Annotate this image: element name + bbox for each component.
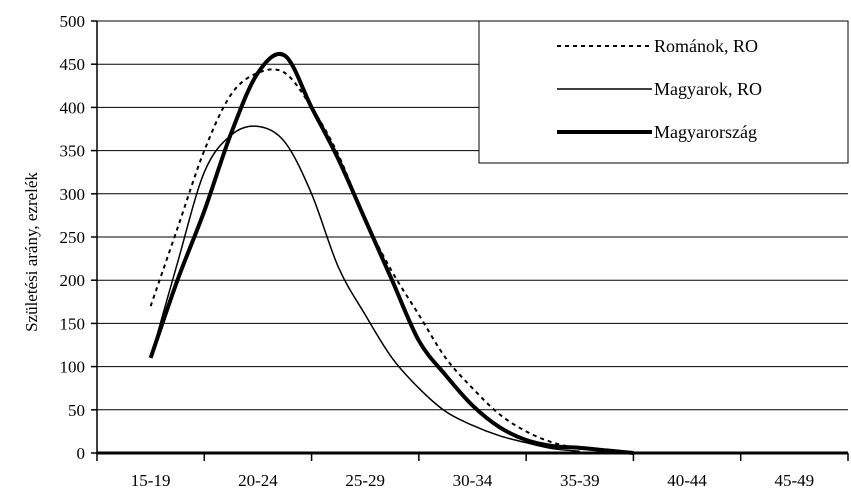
- series-line-2: [148, 52, 634, 455]
- y-tick-label-1: 50: [68, 401, 85, 420]
- legend-label-1: Magyarok, RO: [654, 79, 762, 99]
- legend: Románok, RO Magyarok, RO Magyarország: [478, 20, 849, 164]
- y-tick-label-3: 150: [60, 314, 86, 333]
- x-tick-label-5: 40-44: [667, 471, 707, 490]
- x-tick-labels: 15-19 20-24 25-29 30-34 35-39 40-44 45-49: [131, 471, 814, 490]
- x-tick-label-3: 30-34: [453, 471, 493, 490]
- x-tick-label-0: 15-19: [131, 471, 171, 490]
- legend-label-2: Magyarország: [654, 122, 757, 142]
- x-tick-label-1: 20-24: [238, 471, 278, 490]
- y-tick-label-10: 500: [60, 12, 86, 31]
- y-tick-label-0: 0: [77, 444, 86, 463]
- y-tick-label-6: 300: [60, 185, 86, 204]
- legend-label-0: Románok, RO: [654, 36, 758, 56]
- x-tick-label-6: 45-49: [775, 471, 815, 490]
- y-tick-label-2: 100: [60, 358, 86, 377]
- y-tick-labels: 0 50 100 150 200 250 300 350 400 450 500: [60, 12, 86, 463]
- series-line-0: [149, 68, 581, 450]
- y-tick-label-7: 350: [60, 142, 86, 161]
- y-tick-label-4: 200: [60, 271, 86, 290]
- x-tick-label-2: 25-29: [345, 471, 385, 490]
- series-line-1: [149, 125, 580, 453]
- x-tick-label-4: 35-39: [560, 471, 600, 490]
- y-tick-label-9: 450: [60, 55, 86, 74]
- legend-box: [478, 20, 849, 164]
- y-tick-label-8: 400: [60, 98, 86, 117]
- axes: [91, 20, 849, 461]
- series-lines: [148, 52, 634, 455]
- y-tick-label-5: 250: [60, 228, 86, 247]
- y-axis-title: Születési arány, ezrelék: [22, 172, 41, 332]
